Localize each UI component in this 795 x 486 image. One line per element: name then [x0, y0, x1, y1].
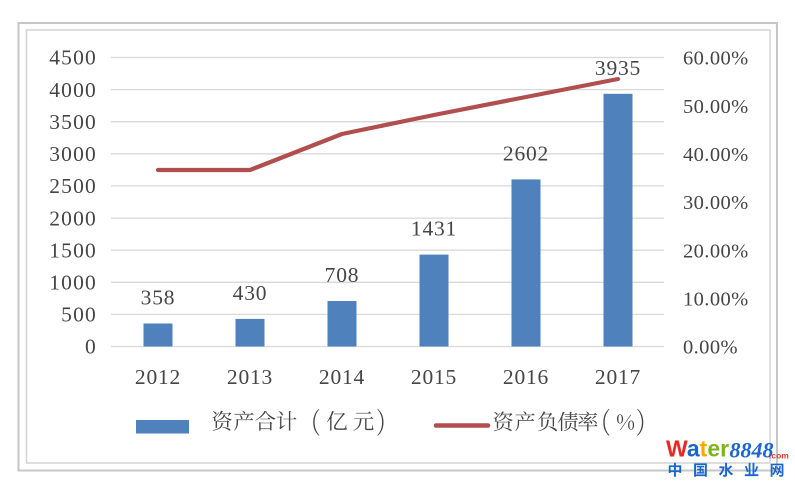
- svg-text:4000: 4000: [49, 78, 97, 102]
- svg-text:50.00%: 50.00%: [683, 96, 749, 118]
- svg-text:.com: .com: [769, 451, 789, 461]
- svg-text:430: 430: [233, 281, 268, 305]
- svg-text:3500: 3500: [49, 110, 97, 134]
- svg-text:40.00%: 40.00%: [683, 144, 749, 166]
- svg-text:3935: 3935: [595, 56, 641, 80]
- svg-text:0: 0: [85, 335, 97, 359]
- svg-text:2015: 2015: [411, 365, 457, 389]
- svg-text:2014: 2014: [319, 365, 365, 389]
- svg-text:4500: 4500: [49, 46, 97, 70]
- svg-text:1431: 1431: [411, 217, 457, 241]
- svg-text:2016: 2016: [503, 365, 549, 389]
- svg-text:2013: 2013: [227, 365, 273, 389]
- svg-text:2017: 2017: [595, 365, 641, 389]
- svg-text:0.00%: 0.00%: [683, 337, 738, 359]
- svg-text:2012: 2012: [135, 365, 181, 389]
- svg-text:8848: 8848: [730, 438, 774, 463]
- svg-text:30.00%: 30.00%: [683, 192, 749, 214]
- svg-text:2000: 2000: [49, 206, 97, 230]
- svg-text:10.00%: 10.00%: [683, 289, 749, 311]
- svg-text:1000: 1000: [49, 271, 97, 295]
- svg-text:2602: 2602: [503, 141, 549, 165]
- svg-text:500: 500: [61, 303, 97, 327]
- svg-text:358: 358: [141, 286, 176, 310]
- svg-text:2500: 2500: [49, 174, 97, 198]
- svg-text:Water: Water: [666, 436, 729, 462]
- svg-text:1500: 1500: [49, 238, 97, 262]
- svg-text:708: 708: [325, 263, 360, 287]
- svg-text:3000: 3000: [49, 142, 97, 166]
- svg-text:60.00%: 60.00%: [683, 48, 749, 70]
- svg-text:20.00%: 20.00%: [683, 240, 749, 262]
